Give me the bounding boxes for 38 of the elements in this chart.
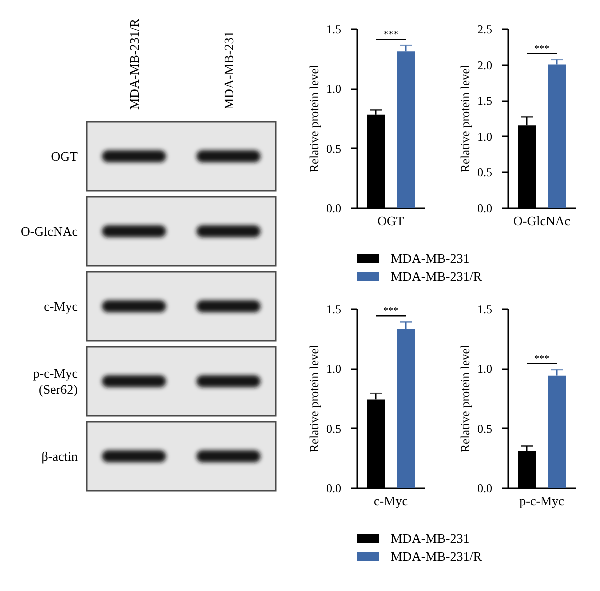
y-tick-label: 2.0: [478, 58, 492, 72]
y-tick-label: 0.0: [478, 482, 492, 496]
annotation: ***: [534, 354, 550, 365]
y-tick-label: 0.5: [326, 422, 342, 436]
annotation: ***: [534, 44, 550, 55]
y-tick-label: 0.0: [326, 482, 342, 496]
y-tick-label: 1.5: [478, 94, 492, 108]
y-tick-label: 1.0: [326, 82, 342, 96]
annotation: ***: [384, 306, 398, 318]
legend-label: MDA-MB-231/R: [391, 549, 482, 564]
category-label: p-c-Myc (Ser62): [33, 366, 78, 397]
y-tick-label: 0.5: [326, 142, 342, 156]
y-tick-label: 2.5: [478, 22, 492, 36]
y-tick-label: 0.0: [478, 202, 492, 216]
legend-label: MDA-MB-231/R: [391, 269, 482, 284]
y-axis-title: Relative protein level: [458, 64, 472, 173]
y-tick-label: 0.5: [478, 422, 492, 436]
category-label: O-GlcNAc: [20, 224, 78, 239]
annotation: ***: [384, 30, 398, 41]
y-tick-label: 1.5: [326, 22, 342, 36]
y-tick-label: 1.5: [326, 302, 342, 316]
y-tick-label: 1.0: [326, 362, 342, 376]
legend-label: MDA-MB-231: [391, 251, 470, 266]
category-label: β-actin: [42, 449, 78, 464]
category-label: c-Myc: [44, 299, 78, 314]
category-label: OGT: [51, 149, 78, 164]
category-label: MDA-MB-231/R: [126, 18, 142, 110]
y-axis-title: Relative protein level: [308, 64, 322, 173]
legend-label: MDA-MB-231: [391, 531, 470, 546]
x-tick-label: p-c-Myc: [520, 494, 565, 508]
y-axis-title: Relative protein level: [308, 344, 322, 453]
y-tick-label: 0.5: [478, 166, 492, 180]
category-label: MDA-MB-231: [221, 31, 236, 110]
y-tick-label: 1.0: [478, 362, 492, 376]
y-tick-label: 1.0: [478, 130, 492, 144]
y-tick-label: 0.0: [326, 202, 342, 216]
y-axis-title: Relative protein level: [458, 344, 472, 453]
y-tick-label: 1.5: [478, 302, 492, 316]
